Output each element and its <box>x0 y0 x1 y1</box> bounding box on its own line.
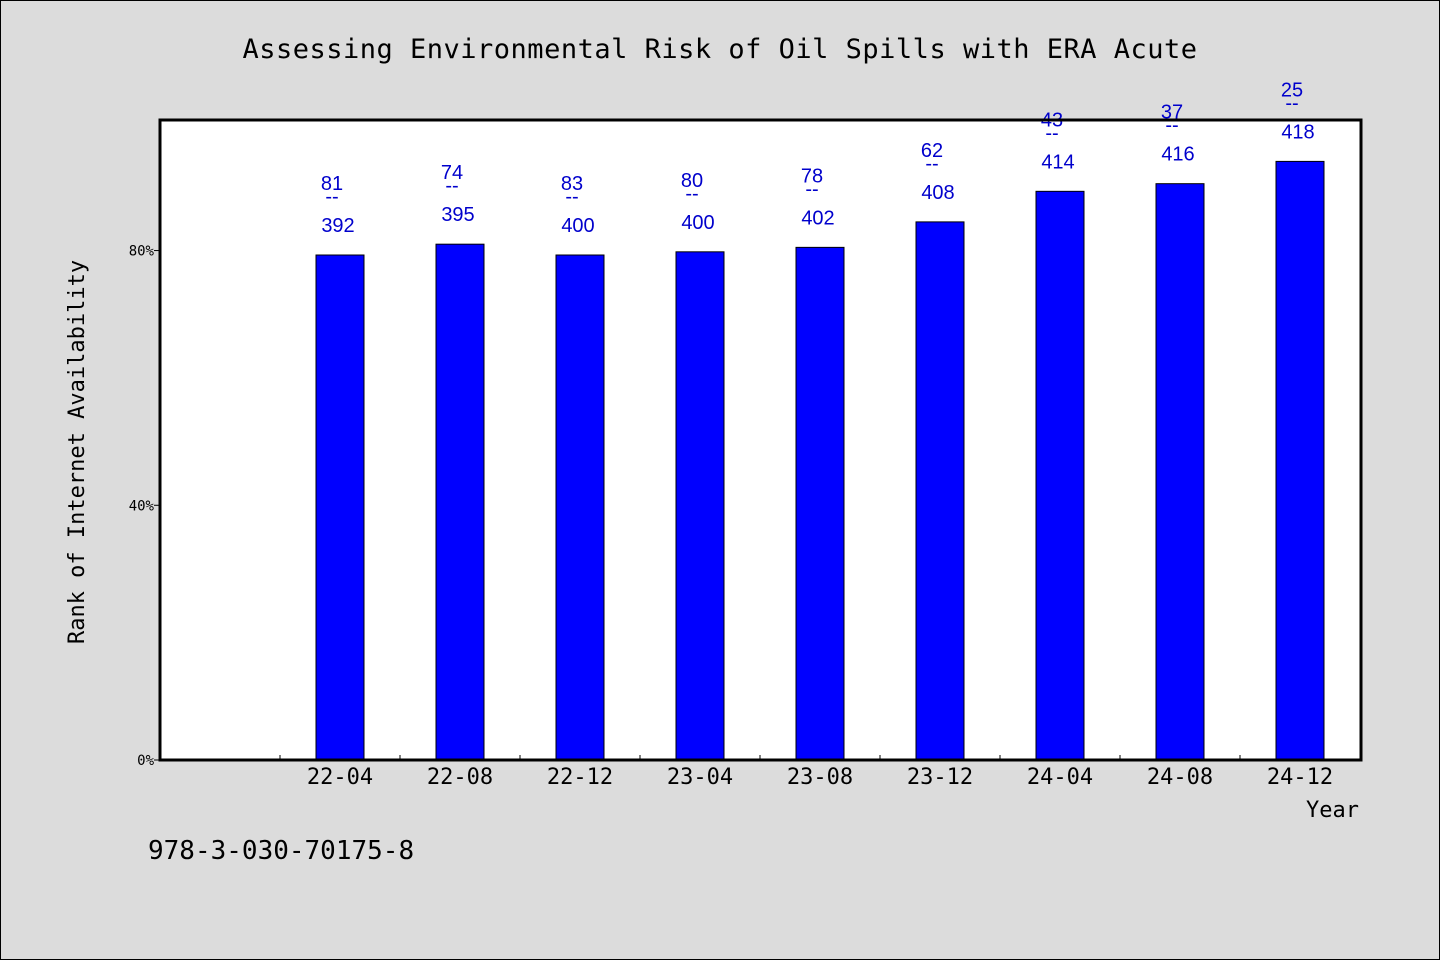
x-tick-label: 22-04 <box>307 765 373 790</box>
data-label-bottom: 392 <box>321 215 354 237</box>
x-tick-label: 23-12 <box>907 765 973 790</box>
bar <box>795 246 845 761</box>
data-label-top: 80 <box>681 170 703 192</box>
x-tick-label: 23-08 <box>787 765 853 790</box>
data-label-bottom: 414 <box>1041 151 1074 173</box>
bar <box>555 254 605 761</box>
isbn-text: 978-3-030-70175-8 <box>148 836 415 866</box>
x-tick-label: 24-08 <box>1147 765 1213 790</box>
y-axis-title: Rank of Internet Availability <box>65 260 90 644</box>
data-label-separator: -- <box>445 175 458 197</box>
x-tick-label: 24-04 <box>1027 765 1093 790</box>
bar <box>435 243 485 761</box>
data-label-bottom: 400 <box>681 212 714 234</box>
data-label-separator: -- <box>685 183 698 205</box>
data-label-separator: -- <box>1285 92 1298 114</box>
x-tick-label: 22-08 <box>427 765 493 790</box>
data-label-separator: -- <box>1045 122 1058 144</box>
x-axis-title: Year <box>1306 798 1359 823</box>
bar <box>1275 160 1325 761</box>
data-label-bottom: 400 <box>561 215 594 237</box>
data-label-top: 78 <box>801 165 823 187</box>
data-label-separator: -- <box>925 153 938 175</box>
bar <box>675 251 725 761</box>
data-label-top: 25 <box>1281 79 1303 101</box>
data-label-bottom: 418 <box>1281 121 1314 143</box>
data-label-separator: -- <box>325 186 338 208</box>
bar <box>1155 183 1205 761</box>
y-tick-label: 0% <box>137 753 154 769</box>
data-label-top: 74 <box>441 162 463 184</box>
data-label-bottom: 416 <box>1161 144 1194 166</box>
x-tick-label: 24-12 <box>1267 765 1333 790</box>
data-label-bottom: 408 <box>921 182 954 204</box>
bar <box>315 254 365 761</box>
data-label-top: 83 <box>561 173 583 195</box>
data-label-bottom: 402 <box>801 207 834 229</box>
data-label-top: 37 <box>1161 102 1183 124</box>
x-tick-label: 22-12 <box>547 765 613 790</box>
data-label-separator: -- <box>1165 115 1178 137</box>
x-tick-label: 23-04 <box>667 765 733 790</box>
plot-border <box>158 118 1363 762</box>
data-label-top: 62 <box>921 140 943 162</box>
data-label-top: 81 <box>321 173 343 195</box>
y-tick-label: 40% <box>129 498 155 514</box>
chart-title: Assessing Environmental Risk of Oil Spil… <box>242 34 1198 65</box>
y-tick-label: 80% <box>129 244 155 260</box>
data-label-bottom: 395 <box>441 204 474 226</box>
bar <box>1035 190 1085 761</box>
data-label-separator: -- <box>805 178 818 200</box>
data-label-separator: -- <box>565 186 578 208</box>
bar <box>915 221 965 761</box>
